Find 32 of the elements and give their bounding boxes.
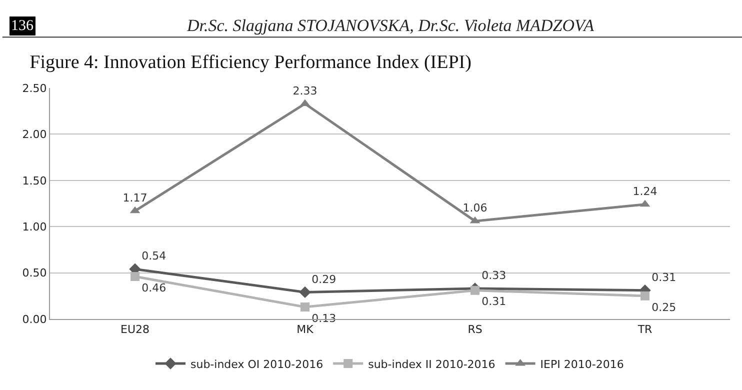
y-tick-label: 2.50 bbox=[22, 82, 47, 95]
x-tick-label: EU28 bbox=[120, 323, 150, 336]
data-label: 0.54 bbox=[142, 250, 166, 263]
text: Dr.Sc. Slagjana STOJANOVSKA, Dr.Sc. Violeta MADZOVA bbox=[186, 16, 595, 35]
data-label: 0.33 bbox=[482, 269, 506, 282]
data-label: 0.29 bbox=[312, 272, 336, 286]
legend-label: sub-index II 2010-2016 bbox=[368, 358, 496, 371]
data-label: 1.24 bbox=[632, 185, 658, 198]
y-tick-label: 2.00 bbox=[22, 128, 47, 142]
data-label: 1.06 bbox=[462, 202, 488, 215]
point bbox=[299, 286, 311, 298]
point bbox=[470, 286, 480, 295]
x-tick-label: TR bbox=[636, 323, 653, 336]
data-label: 0.46 bbox=[142, 281, 166, 294]
x-tick-label: RS bbox=[468, 323, 482, 336]
point bbox=[640, 291, 650, 300]
x-tick-label: MK bbox=[296, 323, 314, 336]
data-label: 0.25 bbox=[652, 300, 676, 314]
data-label: 2.33 bbox=[292, 84, 318, 98]
y-tick-label: 1.50 bbox=[22, 174, 47, 188]
legend-label: IEPI 2010-2016 bbox=[540, 358, 624, 371]
legend-label: sub-index OI 2010-2016 bbox=[190, 358, 324, 371]
point bbox=[130, 272, 140, 281]
y-tick-label: 0.50 bbox=[22, 266, 47, 280]
data-label: 0.31 bbox=[652, 270, 676, 284]
y-tick-label: 0.00 bbox=[22, 312, 47, 326]
y-tick-label: 1.00 bbox=[22, 220, 47, 234]
data-label: 0.31 bbox=[482, 295, 506, 308]
point bbox=[300, 302, 310, 312]
chart-title: Figure 4: Innovation Efficiency Performance Index (IEPI) bbox=[30, 52, 472, 73]
text: 136 bbox=[11, 18, 34, 34]
data-label: 1.17 bbox=[122, 192, 148, 205]
